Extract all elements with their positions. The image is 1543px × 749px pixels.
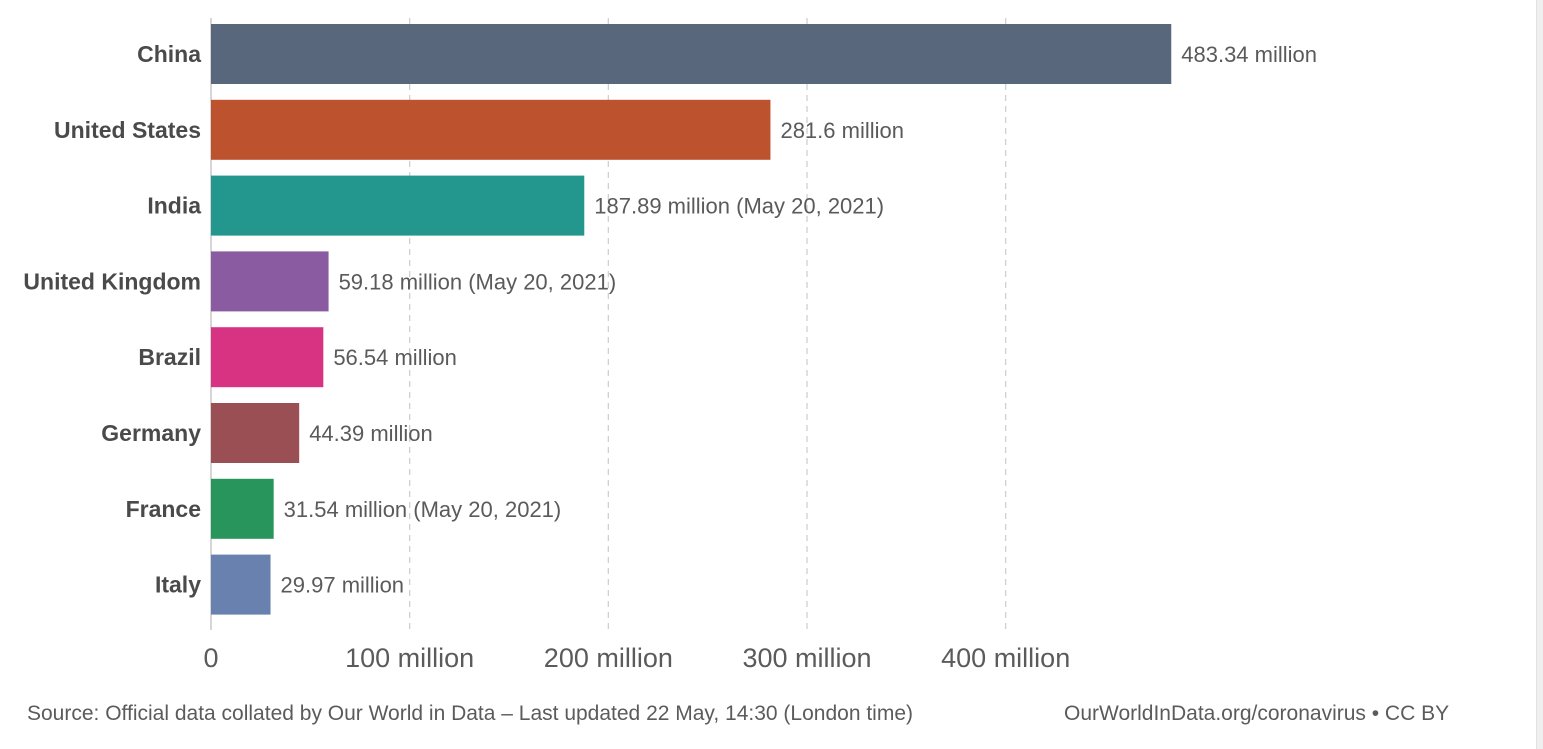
chart-container: China United States India United Kingdom Bra… [23, 18, 1317, 673]
bar[interactable] [211, 327, 324, 388]
category-label: Italy [155, 572, 201, 598]
bar[interactable] [211, 251, 329, 312]
category-labels: China United States India United Kingdom Bra… [23, 41, 201, 598]
bar[interactable] [211, 403, 300, 463]
bar[interactable] [211, 554, 271, 615]
category-label: India [147, 193, 201, 219]
x-tick-label: 300 million [742, 643, 871, 673]
value-label: 59.18 million (May 20, 2021) [339, 269, 617, 294]
category-label: China [137, 41, 201, 67]
value-label: 56.54 million [333, 345, 457, 370]
source-note: Source: Official data collated by Our Wo… [27, 702, 913, 725]
value-label: 483.34 million [1181, 42, 1317, 67]
bar[interactable] [211, 24, 1172, 84]
credit-block: OurWorldInData.org/coronavirus • CC BY [1064, 702, 1449, 732]
value-label: 44.39 million [309, 421, 433, 446]
x-axis-ticks: 0 100 million 200 million 300 million 400 mi… [203, 643, 1070, 673]
value-label: 29.97 million [281, 573, 405, 598]
bar[interactable] [211, 478, 274, 539]
bar[interactable] [211, 99, 771, 160]
scrollbar-track[interactable] [1536, 0, 1543, 749]
x-tick-label: 0 [203, 643, 218, 673]
license-label: • CC BY [1371, 702, 1450, 725]
category-label: Germany [101, 420, 201, 446]
value-labels: 483.34 million 281.6 million 187.89 millio… [281, 42, 1317, 598]
value-label: 281.6 million [780, 118, 904, 143]
category-label: Brazil [138, 344, 201, 370]
bar-chart: China United States India United Kingdom Bra… [23, 18, 1317, 673]
value-label: 31.54 million (May 20, 2021) [284, 497, 562, 522]
category-label: United States [54, 117, 201, 143]
bar[interactable] [211, 175, 585, 236]
bars [211, 24, 1172, 615]
credit-link[interactable]: OurWorldInData.org/coronavirus [1064, 702, 1366, 725]
category-label: France [126, 496, 201, 522]
x-tick-label: 400 million [941, 643, 1070, 673]
x-tick-label: 200 million [544, 643, 673, 673]
x-tick-label: 100 million [345, 643, 474, 673]
value-label: 187.89 million (May 20, 2021) [594, 194, 884, 219]
category-label: United Kingdom [23, 268, 201, 294]
